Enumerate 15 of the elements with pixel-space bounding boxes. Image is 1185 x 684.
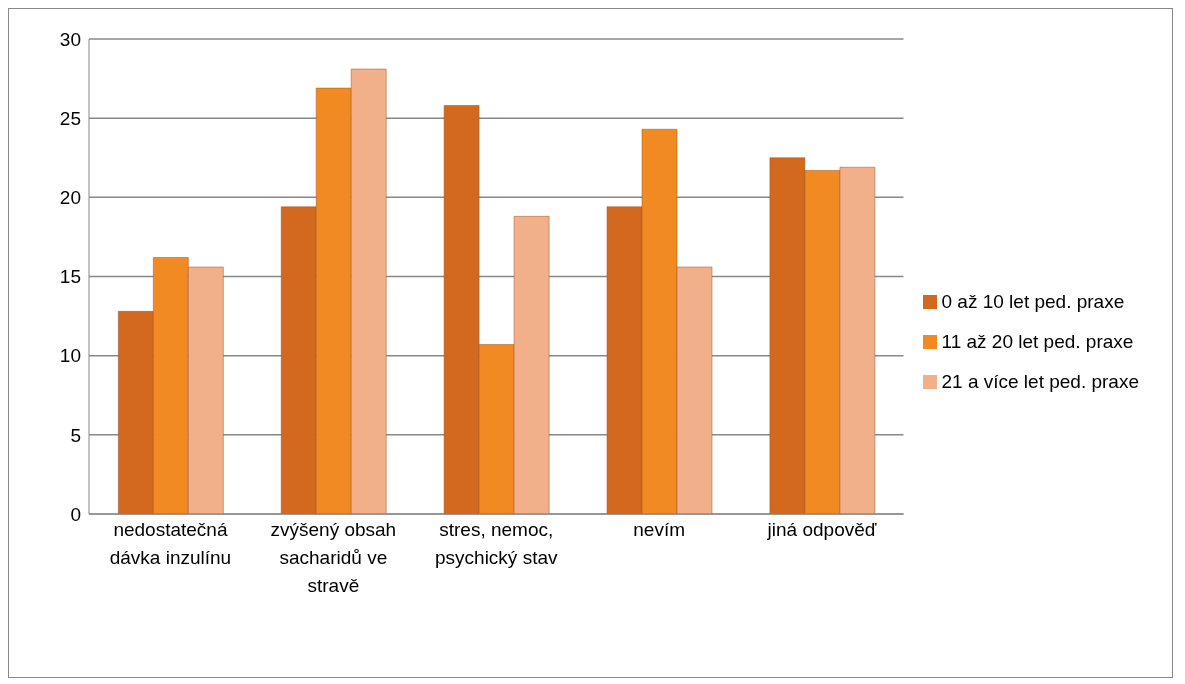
x-tick-label: nedostatečná dávka inzulínu [109,519,232,568]
legend-label: 11 až 20 let ped. praxe [941,330,1134,352]
x-tick-label: jiná odpověď [766,519,877,540]
x-tick-label: stres, nemoc, psychický stav [435,519,558,568]
y-tick-label: 15 [59,266,81,288]
legend-label: 0 až 10 let ped. praxe [941,290,1125,312]
legend-label: 21 a více let ped. praxe [941,370,1139,392]
x-tick-label: nevím [633,519,686,540]
x-tick-label: zvýšený obsah sacharidů ve stravě [270,519,397,596]
y-tick-label: 25 [59,107,81,129]
y-tick-label: 5 [70,424,81,446]
y-tick-label: 0 [70,503,81,525]
y-tick-label: 20 [59,187,81,209]
y-tick-label: 30 [59,28,81,50]
y-tick-label: 10 [59,345,81,367]
